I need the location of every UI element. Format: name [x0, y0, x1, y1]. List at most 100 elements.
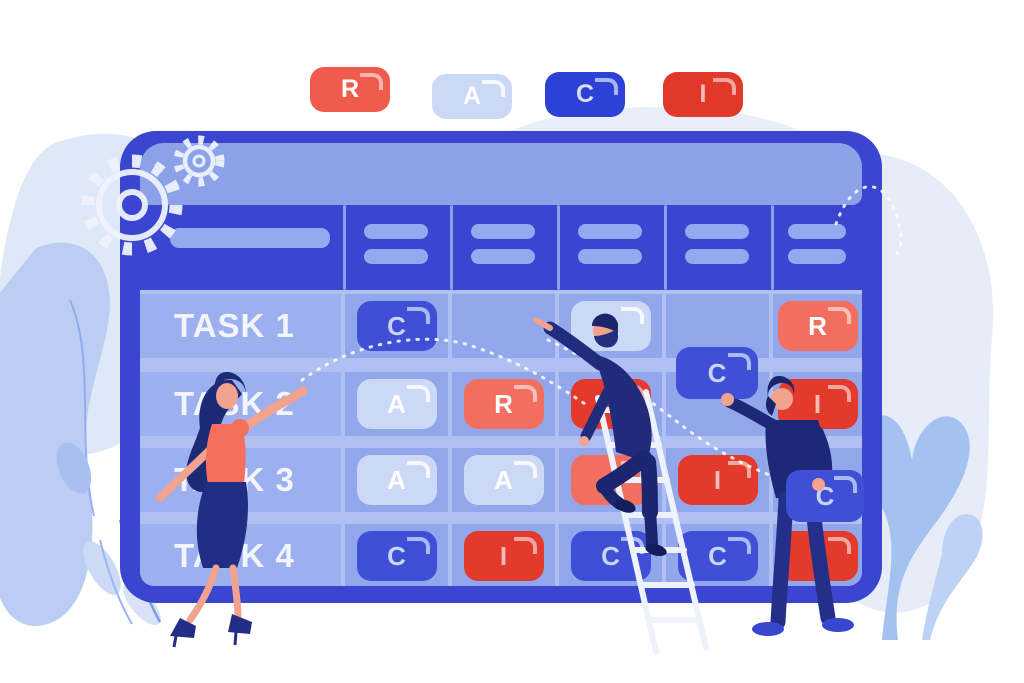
chip-letter: I	[499, 540, 508, 571]
raci-chip: A	[463, 455, 544, 505]
header-divider	[771, 205, 774, 290]
legend-chip-accountable: A	[432, 74, 512, 119]
matrix-cell	[559, 448, 662, 512]
header-placeholder-bar	[364, 249, 428, 264]
chip-letter: C	[387, 310, 406, 341]
table-top-band	[140, 143, 862, 205]
blob-left	[0, 242, 110, 627]
matrix-cell: C	[666, 524, 769, 586]
chip-letter: A	[494, 464, 513, 495]
held-chip-consulted: C	[786, 470, 864, 522]
chip-letter: I	[699, 80, 707, 108]
header-placeholder-bar	[578, 249, 642, 264]
man2-hand-on-chip	[721, 393, 734, 406]
chip-letter: A	[387, 464, 406, 495]
raci-chip-obscured	[570, 379, 651, 429]
matrix-cell: I	[773, 372, 862, 436]
matrix-cell-empty	[452, 294, 555, 358]
woman-heel-spike	[233, 631, 238, 646]
woman-heel	[228, 614, 252, 634]
raci-chip-obscured	[570, 455, 651, 505]
chip-letter: R	[808, 310, 827, 341]
header-divider	[450, 205, 453, 290]
header-placeholder-bar	[788, 224, 846, 239]
raci-table: TASK 1 C A R TASK 2 A R	[120, 131, 882, 603]
header-placeholder-bar	[788, 249, 846, 264]
task-label: TASK 1	[174, 307, 295, 344]
table-row-task4: TASK 4 C I C C I	[140, 524, 862, 586]
chip-letter: A	[462, 82, 482, 110]
man2-hand-on-held-chip	[812, 478, 825, 491]
task-label-cell: TASK 3	[140, 448, 341, 512]
task-label-cell: TASK 4	[140, 524, 341, 586]
matrix-cell: C	[345, 294, 448, 358]
raci-chip: I	[677, 455, 758, 505]
matrix-cell: I	[452, 524, 555, 586]
blob-left-vein	[69, 299, 95, 517]
man2-shoe	[752, 622, 784, 636]
chip-letter: C	[707, 357, 727, 388]
chip-letter: R	[340, 75, 360, 103]
matrix-cell	[559, 372, 662, 436]
task-label-cell: TASK 1	[140, 294, 341, 358]
task-label: TASK 4	[174, 537, 295, 574]
matrix-cell: C	[345, 524, 448, 586]
matrix-cell: A	[345, 448, 448, 512]
plant-right-leaf	[922, 514, 983, 640]
blob-bean	[56, 442, 92, 494]
matrix-cell: A	[345, 372, 448, 436]
task-label: TASK 3	[174, 461, 295, 498]
legend-chip-consulted: C	[545, 72, 625, 117]
matrix-cell: R	[773, 294, 862, 358]
raci-chip: R	[777, 301, 858, 351]
raci-chip: C	[356, 531, 437, 581]
raci-chip: C	[570, 531, 651, 581]
matrix-cell: R	[452, 372, 555, 436]
raci-chip: A	[570, 301, 651, 351]
woman-heel-spike	[172, 635, 178, 648]
matrix-cell: A	[559, 294, 662, 358]
matrix-cell: I	[773, 524, 862, 586]
table-row-task3: TASK 3 A A I	[140, 448, 862, 512]
header-divider	[664, 205, 667, 290]
legend-chip-responsible: R	[310, 67, 390, 112]
header-placeholder-bar	[685, 224, 749, 239]
raci-chip: R	[463, 379, 544, 429]
chip-letter: I	[813, 540, 822, 571]
chip-letter: I	[813, 388, 822, 419]
raci-chip: A	[356, 379, 437, 429]
chip-letter: A	[387, 388, 406, 419]
header-placeholder-bar	[170, 228, 330, 248]
raci-chip: I	[777, 379, 858, 429]
raci-chip: I	[463, 531, 544, 581]
raci-chip: I	[777, 531, 858, 581]
man2-shoe	[822, 618, 854, 632]
chip-letter: A	[601, 310, 620, 341]
chip-letter: C	[575, 80, 595, 108]
header-placeholder-bar	[471, 224, 535, 239]
chip-letter: C	[601, 540, 620, 571]
header-placeholder-bar	[685, 249, 749, 264]
matrix-cell: I	[666, 448, 769, 512]
raci-chip: C	[356, 301, 437, 351]
header-divider	[557, 205, 560, 290]
matrix-cell: C	[559, 524, 662, 586]
chip-letter: I	[713, 464, 722, 495]
raci-chip: C	[677, 531, 758, 581]
chip-letter: C	[387, 540, 406, 571]
raci-chip: A	[356, 455, 437, 505]
header-divider	[343, 205, 346, 290]
matrix-cell: A	[452, 448, 555, 512]
legend-chip-informed: I	[663, 72, 743, 117]
task-label: TASK 2	[174, 385, 295, 422]
table-body: TASK 1 C A R TASK 2 A R	[140, 290, 862, 586]
chip-letter: R	[494, 388, 513, 419]
task-label-cell: TASK 2	[140, 372, 341, 436]
header-placeholder-bar	[471, 249, 535, 264]
header-placeholder-bar	[364, 224, 428, 239]
floating-chip-consulted: C	[676, 347, 758, 399]
header-placeholder-bar	[578, 224, 642, 239]
woman-heel	[170, 618, 196, 638]
chip-letter: C	[708, 540, 727, 571]
